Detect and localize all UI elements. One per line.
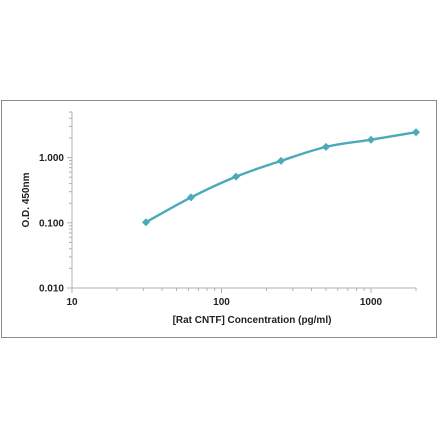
- data-point: [412, 128, 420, 137]
- x-tick-label: 100: [213, 297, 230, 308]
- data-point: [186, 193, 195, 202]
- x-tick-labels: 10 100 1000: [66, 297, 382, 308]
- x-tick-label: 10: [66, 297, 78, 308]
- series-line: [145, 131, 417, 224]
- x-axis-title: [Rat CNTF] Concentration (pg/ml): [173, 315, 332, 326]
- data-point: [321, 142, 330, 151]
- axes: 0.010 0.100 1.000 10 100 1000: [39, 111, 417, 308]
- data-point: [276, 156, 285, 165]
- data-point: [366, 135, 375, 144]
- x-tick-label: 1000: [360, 297, 383, 308]
- data-point: [141, 218, 150, 227]
- y-tick-label: 0.010: [39, 284, 64, 295]
- y-minor-ticks: [67, 111, 72, 289]
- x-minor-ticks: [71, 288, 417, 293]
- data-point: [231, 172, 240, 181]
- y-axis-title: O.D. 450nm: [21, 172, 32, 227]
- series-markers: [141, 128, 420, 227]
- y-tick-label: 1.000: [39, 153, 64, 164]
- y-tick-labels: 0.010 0.100 1.000: [39, 153, 64, 294]
- y-tick-label: 0.100: [39, 218, 64, 229]
